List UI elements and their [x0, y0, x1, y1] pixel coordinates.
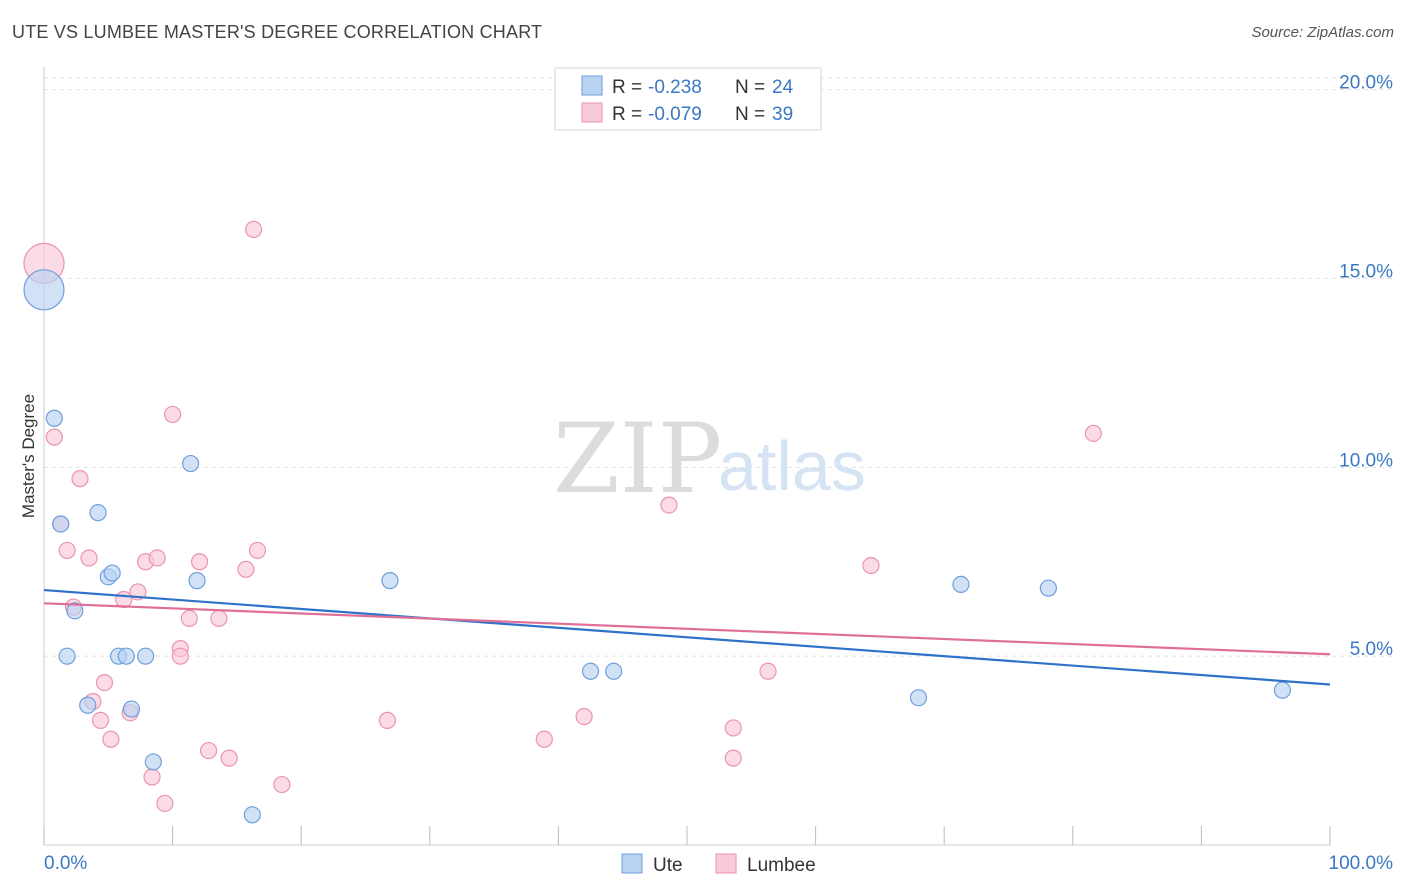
ute-point: [188, 572, 206, 590]
ute-stats-swatch: [581, 75, 603, 96]
ute-point: [136, 647, 155, 665]
stats-legend-box: R = -0.238 N = 24 R = -0.079 N = 39: [554, 67, 822, 131]
lumbee-n-value: 39: [772, 104, 793, 125]
chart-title: UTE VS LUMBEE MASTER'S DEGREE CORRELATIO…: [12, 22, 543, 42]
legend-lumbee-label[interactable]: Lumbee: [747, 855, 816, 876]
y-tick-label: 5.0%: [1350, 639, 1393, 660]
lumbee-point: [273, 775, 291, 794]
y-tick-label: 10.0%: [1339, 450, 1393, 471]
ute-point: [89, 504, 107, 522]
ute-point: [66, 602, 84, 620]
ute-point: [952, 575, 970, 594]
lumbee-point: [95, 674, 114, 692]
lumbee-r-value: -0.079: [648, 104, 702, 125]
lumbee-point: [102, 730, 120, 748]
lumbee-point: [759, 662, 777, 680]
lumbee-n-label: N =: [735, 104, 765, 125]
ute-point: [605, 662, 623, 680]
lumbee-point: [156, 794, 174, 813]
ute-point: [581, 662, 600, 680]
ute-point: [103, 564, 121, 582]
y-tick-label: 20.0%: [1339, 73, 1393, 94]
lumbee-point: [143, 768, 161, 786]
watermark-zip: ZIP: [553, 403, 722, 515]
ute-points: [23, 269, 1292, 824]
ute-n-value: 24: [772, 77, 794, 98]
x-tick-label: 100.0%: [1329, 853, 1394, 874]
lumbee-point: [210, 609, 228, 627]
lumbee-point: [245, 220, 263, 238]
ute-trend-line: [43, 588, 1331, 686]
lumbee-point: [180, 609, 198, 627]
ute-point: [381, 572, 399, 590]
x-ticks: [43, 826, 1331, 845]
lumbee-point: [115, 590, 133, 609]
lumbee-point: [80, 549, 98, 567]
lumbee-r-label: R =: [612, 104, 642, 125]
ute-r-label: R =: [612, 77, 642, 98]
lumbee-point: [171, 647, 189, 665]
ute-r-value: -0.238: [648, 77, 702, 98]
lumbee-trend-line: [43, 602, 1331, 656]
lumbee-point: [220, 749, 238, 767]
ute-point: [23, 269, 65, 311]
ute-point: [182, 454, 200, 473]
ute-point: [909, 689, 928, 707]
legend-lumbee-swatch[interactable]: [715, 853, 737, 874]
lumbee-point: [164, 405, 182, 424]
lumbee-point: [724, 749, 742, 767]
lumbee-point: [45, 428, 63, 446]
lumbee-point: [660, 496, 678, 514]
lumbee-point: [724, 719, 742, 737]
legend-ute-swatch[interactable]: [621, 853, 643, 874]
lumbee-point: [575, 707, 593, 726]
lumbee-point: [535, 730, 553, 748]
lumbee-stats-swatch: [581, 102, 603, 123]
source-credit: Source: ZipAtlas.com: [1251, 24, 1394, 41]
y-tick-labels: 5.0% 10.0% 15.0% 20.0%: [1339, 73, 1393, 661]
lumbee-point: [191, 553, 209, 571]
ute-n-label: N =: [735, 77, 765, 98]
y-axis-label: Master's Degree: [19, 394, 38, 518]
x-tick-label: 0.0%: [44, 853, 87, 874]
ute-point: [243, 806, 261, 824]
ute-point: [117, 647, 135, 665]
lumbee-point: [378, 711, 396, 729]
lumbee-point: [237, 560, 255, 578]
watermark-atlas: atlas: [718, 427, 866, 505]
ute-point: [79, 696, 97, 714]
lumbee-point: [862, 556, 880, 575]
y-tick-label: 15.0%: [1339, 261, 1393, 282]
ute-point: [52, 515, 70, 533]
lumbee-point: [1084, 424, 1102, 442]
ute-point: [144, 753, 162, 771]
ute-point: [1039, 579, 1057, 597]
series-legend: Ute Lumbee: [621, 853, 816, 876]
lumbee-point: [248, 541, 267, 560]
trend-lines: [43, 588, 1331, 686]
lumbee-point: [58, 541, 76, 560]
ute-point: [45, 409, 63, 427]
legend-ute-label[interactable]: Ute: [653, 855, 683, 876]
watermark: ZIP atlas: [553, 403, 866, 515]
lumbee-point: [200, 741, 218, 760]
ute-point: [58, 647, 76, 665]
lumbee-point: [71, 470, 89, 488]
lumbee-point: [148, 549, 166, 567]
ute-point: [1273, 681, 1292, 699]
lumbee-points: [23, 220, 1102, 813]
ute-point: [122, 700, 141, 718]
x-tick-labels: 0.0% 100.0%: [44, 853, 1393, 874]
lumbee-point: [91, 711, 110, 729]
